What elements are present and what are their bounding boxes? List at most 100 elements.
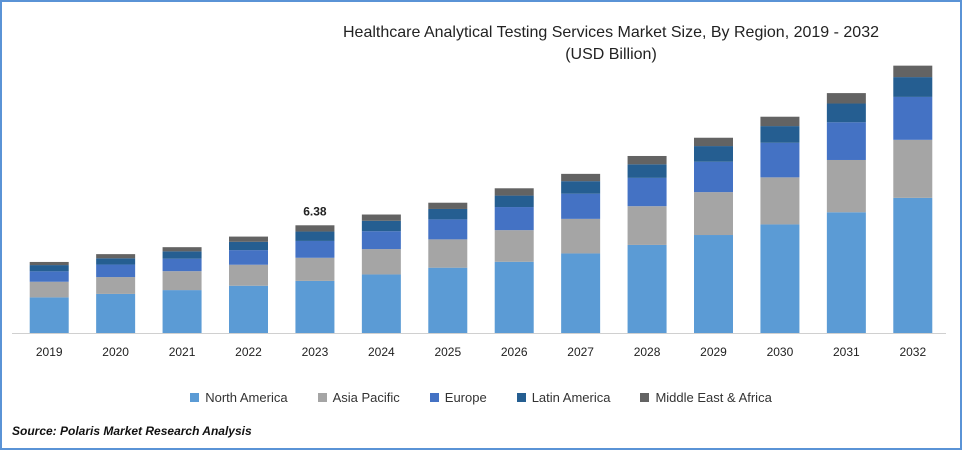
x-tick-label: 2026 [501,345,528,359]
legend-item-europe: Europe [429,390,487,405]
legend-label: Asia Pacific [332,390,400,405]
bar-europe-2028 [627,177,667,207]
bar-asia-pacific-2020 [96,277,136,294]
bar-europe-2025 [428,219,468,240]
bar-asia-pacific-2028 [627,206,667,245]
bar-europe-2022 [229,250,268,265]
legend-swatch [190,393,200,402]
x-tick-label: 2029 [700,345,727,359]
legend-item-north-america: North America [190,390,288,405]
chart-subtitle: (USD Billion) [565,46,657,63]
bar-europe-2026 [494,207,534,231]
bar-latin-america-2027 [561,181,601,194]
x-tick-label: 2021 [169,345,196,359]
chart-title-block: Healthcare Analytical Testing Services M… [330,22,892,66]
bar-middle-east-africa-2021 [162,247,202,252]
bar-europe-2020 [96,264,136,278]
legend-item-asia-pacific: Asia Pacific [317,390,400,405]
bar-middle-east-africa-2029 [694,137,733,147]
bar-europe-2024 [361,231,401,250]
bar-europe-2030 [760,142,800,178]
bar-asia-pacific-2024 [361,249,401,275]
bar-latin-america-2026 [494,195,534,208]
bar-latin-america-2029 [694,146,733,162]
bar-latin-america-2024 [361,220,401,232]
chart-legend: North America Asia Pacific Europe Latin Ame… [0,390,962,405]
bar-north-america-2020 [96,293,136,333]
legend-swatch [429,393,439,402]
legend-swatch [516,393,526,402]
bar-europe-2019 [29,271,69,282]
data-label-2023: 6.38 [303,204,327,218]
bar-europe-2031 [826,122,866,160]
bar-north-america-2021 [162,290,202,333]
bar-north-america-2022 [229,285,268,333]
x-tick-label: 2030 [767,345,794,359]
source-note: Source: Polaris Market Research Analysis [12,424,252,438]
bar-middle-east-africa-2019 [29,261,69,266]
legend-swatch [640,393,650,402]
legend-label: North America [205,390,288,405]
bar-middle-east-africa-2028 [627,155,667,165]
legend-item-latin-america: Latin America [516,390,611,405]
bar-north-america-2019 [29,297,69,333]
bar-latin-america-2031 [826,103,866,123]
x-tick-label: 2028 [634,345,661,359]
bar-north-america-2023 [295,280,335,333]
x-tick-label: 2025 [434,345,461,359]
bar-europe-2021 [162,258,202,272]
bar-asia-pacific-2032 [893,139,933,198]
bar-latin-america-2022 [229,241,268,251]
bar-asia-pacific-2021 [162,271,202,291]
legend-label: Europe [444,390,487,405]
x-tick-label: 2019 [36,345,63,359]
bar-europe-2027 [561,193,601,219]
bar-north-america-2027 [561,253,601,333]
bar-latin-america-2021 [162,251,202,259]
bar-latin-america-2023 [295,231,335,241]
bar-latin-america-2019 [29,265,69,272]
bar-middle-east-africa-2026 [494,188,534,196]
x-tick-label: 2022 [235,345,262,359]
bar-middle-east-africa-2027 [561,173,601,182]
bar-asia-pacific-2027 [561,218,601,254]
bar-latin-america-2028 [627,164,667,178]
chart-title: Healthcare Analytical Testing Services M… [343,24,879,41]
bar-north-america-2031 [826,212,866,333]
bar-north-america-2029 [694,235,733,333]
bar-north-america-2028 [627,244,667,334]
bar-europe-2023 [295,240,335,258]
bar-north-america-2024 [361,274,401,333]
bar-latin-america-2020 [96,258,136,265]
bar-latin-america-2032 [893,77,933,97]
bar-europe-2032 [893,96,933,140]
x-tick-label: 2031 [833,345,860,359]
bar-middle-east-africa-2031 [826,93,866,104]
legend-label: Middle East & Africa [655,390,772,405]
legend-swatch [317,393,327,402]
x-tick-label: 2023 [302,345,329,359]
bar-middle-east-africa-2032 [893,65,933,78]
x-tick-label: 2027 [567,345,594,359]
bar-asia-pacific-2031 [826,159,866,213]
bar-middle-east-africa-2022 [229,236,268,242]
bar-latin-america-2025 [428,208,468,220]
x-tick-label: 2032 [899,345,926,359]
bar-asia-pacific-2025 [428,239,468,268]
legend-item-middle-east-africa: Middle East & Africa [640,390,772,405]
bar-middle-east-africa-2020 [96,254,136,259]
legend-label: Latin America [531,390,611,405]
bar-middle-east-africa-2025 [428,202,468,209]
bar-asia-pacific-2029 [694,192,733,236]
bar-asia-pacific-2022 [229,264,268,286]
x-tick-label: 2020 [102,345,129,359]
bar-asia-pacific-2023 [295,257,335,281]
bar-north-america-2032 [893,197,933,333]
bar-asia-pacific-2026 [494,230,534,262]
bar-north-america-2026 [494,261,534,333]
bar-middle-east-africa-2030 [760,116,800,127]
bar-middle-east-africa-2024 [361,214,401,221]
bar-north-america-2025 [428,267,468,333]
